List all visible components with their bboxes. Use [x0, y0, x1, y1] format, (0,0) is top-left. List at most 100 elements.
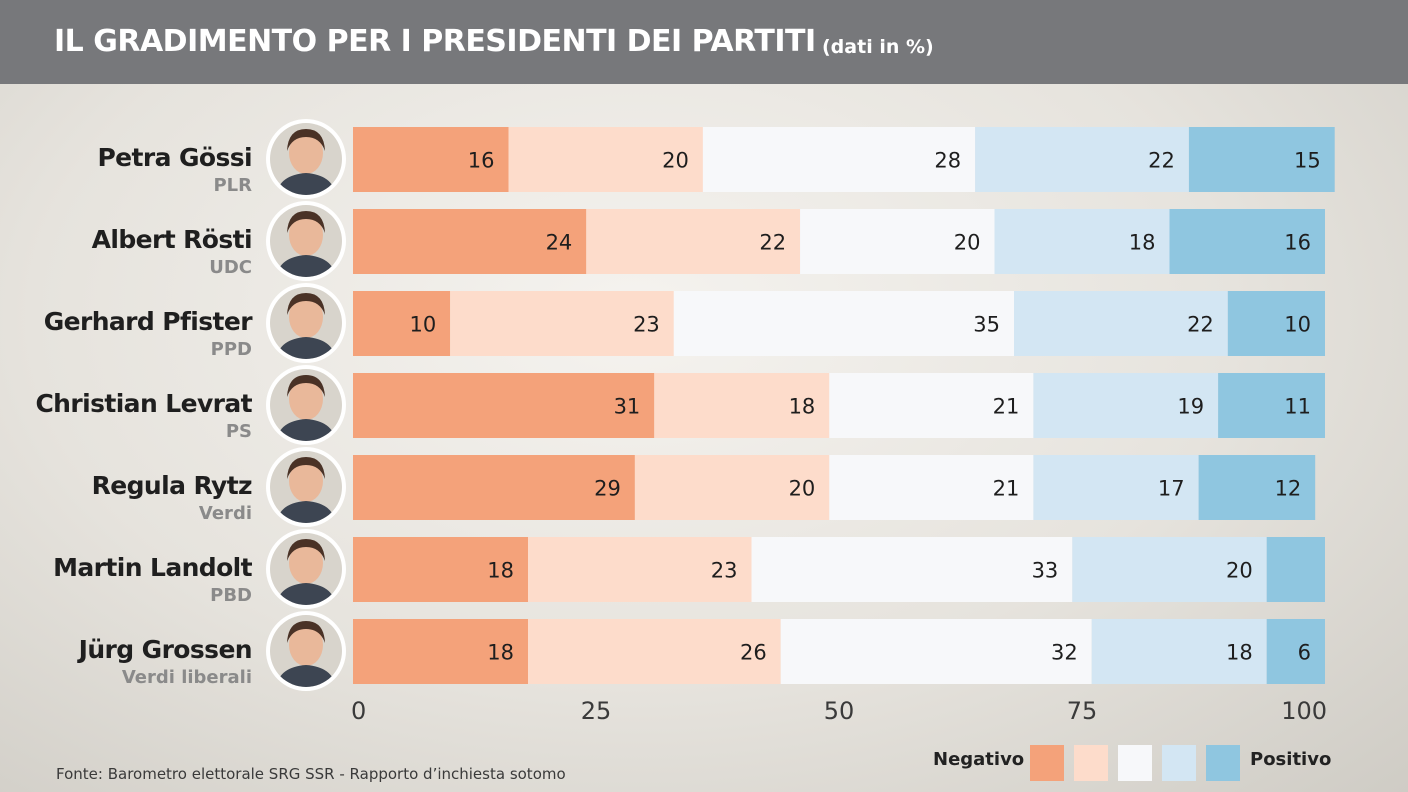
person-icon: [270, 533, 342, 605]
bar-segment: [800, 209, 995, 274]
bar-value-label: 19: [1177, 395, 1204, 419]
avatar: [268, 121, 344, 197]
bar-value-label: 18: [487, 641, 514, 665]
bar-segment: [829, 373, 1034, 438]
person-name: Petra Gössi: [97, 143, 252, 172]
person-icon: [270, 615, 342, 687]
bar-value-label: 28: [934, 149, 961, 173]
bar-segment: [508, 127, 703, 192]
bar-value-label: 24: [546, 231, 573, 255]
person-name: Albert Rösti: [91, 225, 253, 254]
bar-value-label: 21: [993, 477, 1020, 501]
bar-value-label: 20: [954, 231, 981, 255]
bar-value-label: 26: [740, 641, 767, 665]
avatar: [268, 203, 344, 279]
legend-negative-label: Negativo: [933, 749, 1025, 770]
party-label: UDC: [209, 257, 252, 278]
person-name: Regula Rytz: [91, 471, 253, 500]
avatar: [268, 531, 344, 607]
bar-value-label: 6: [1298, 641, 1311, 665]
bar-segment: [994, 209, 1170, 274]
bar-segment: [528, 619, 781, 684]
legend-swatch-2: [1074, 745, 1108, 781]
bar-segment: [751, 537, 1073, 602]
chart-subtitle: (dati in %): [822, 36, 934, 58]
bar-segment: [1188, 127, 1335, 192]
party-label: Verdi: [198, 503, 252, 524]
bar-segment: [673, 291, 1014, 356]
bar-value-label: 20: [1226, 559, 1253, 583]
bar-value-label: 12: [1275, 477, 1302, 501]
avatar: [268, 449, 344, 525]
person-icon: [270, 369, 342, 441]
x-tick-label: 75: [1067, 697, 1098, 725]
x-tick-label: 0: [351, 697, 366, 725]
person-icon: [270, 451, 342, 523]
bar-segment: [353, 619, 528, 684]
bar-segment: [829, 455, 1034, 520]
person-name: Martin Landolt: [53, 553, 252, 582]
bar-segment: [634, 455, 830, 520]
bar-value-label: 15: [1294, 149, 1321, 173]
bar-segment: [450, 291, 674, 356]
bar-segment: [353, 209, 587, 274]
bar-segment: [1033, 373, 1219, 438]
party-label: Verdi liberali: [121, 667, 252, 688]
bar-value-label: 16: [1284, 231, 1311, 255]
legend-swatch-3: [1118, 745, 1152, 781]
bar-segment: [1198, 455, 1316, 520]
avatar: [268, 367, 344, 443]
bar-value-label: 18: [789, 395, 816, 419]
bar-value-label: 17: [1158, 477, 1185, 501]
party-label: PPD: [210, 339, 252, 360]
bar-segment: [1169, 209, 1325, 274]
bar-value-label: 22: [759, 231, 786, 255]
bar-segment: [353, 537, 528, 602]
bar-value-label: 22: [1187, 313, 1214, 337]
bar-segment: [353, 127, 509, 192]
person-icon: [270, 287, 342, 359]
bar-segment: [1227, 291, 1325, 356]
avatar: [268, 285, 344, 361]
bar-value-label: 18: [487, 559, 514, 583]
bar-segment: [353, 291, 451, 356]
bar-value-label: 20: [662, 149, 689, 173]
bar-value-label: 18: [1129, 231, 1156, 255]
person-name: Christian Levrat: [35, 389, 252, 418]
legend-positive-label: Positivo: [1250, 749, 1332, 770]
bar-value-label: 10: [409, 313, 436, 337]
x-tick-label: 100: [1281, 697, 1327, 725]
bar-value-label: 23: [711, 559, 738, 583]
bar-value-label: 29: [594, 477, 621, 501]
legend-swatch-5: [1206, 745, 1240, 781]
party-label: PLR: [213, 175, 252, 196]
bar-segment: [586, 209, 801, 274]
legend-swatch-4: [1162, 745, 1196, 781]
bar-value-label: 22: [1148, 149, 1175, 173]
bar-segment: [702, 127, 976, 192]
person-icon: [270, 205, 342, 277]
bar-value-label: 21: [993, 395, 1020, 419]
bar-value-label: 35: [973, 313, 1000, 337]
bar-value-label: 23: [633, 313, 660, 337]
bar-segment: [975, 127, 1189, 192]
bar-value-label: 18: [1226, 641, 1253, 665]
bar-segment: [353, 455, 635, 520]
bar-value-label: 32: [1051, 641, 1078, 665]
x-tick-label: 50: [824, 697, 855, 725]
bar-value-label: 20: [789, 477, 816, 501]
avatar: [268, 613, 344, 689]
bar-segment: [353, 373, 655, 438]
x-tick-label: 25: [581, 697, 612, 725]
bar-segment: [654, 373, 830, 438]
bar-value-label: 11: [1284, 395, 1311, 419]
header-bar: IL GRADIMENTO PER I PRESIDENTI DEI PARTI…: [0, 0, 1408, 84]
bar-segment: [780, 619, 1092, 684]
bar-segment: [1072, 537, 1267, 602]
bar-segment: [1266, 537, 1325, 602]
legend-swatch-1: [1030, 745, 1064, 781]
chart-title: IL GRADIMENTO PER I PRESIDENTI DEI PARTI…: [54, 24, 816, 59]
source-note: Fonte: Barometro elettorale SRG SSR - Ra…: [56, 765, 566, 783]
bar-value-label: 31: [614, 395, 641, 419]
